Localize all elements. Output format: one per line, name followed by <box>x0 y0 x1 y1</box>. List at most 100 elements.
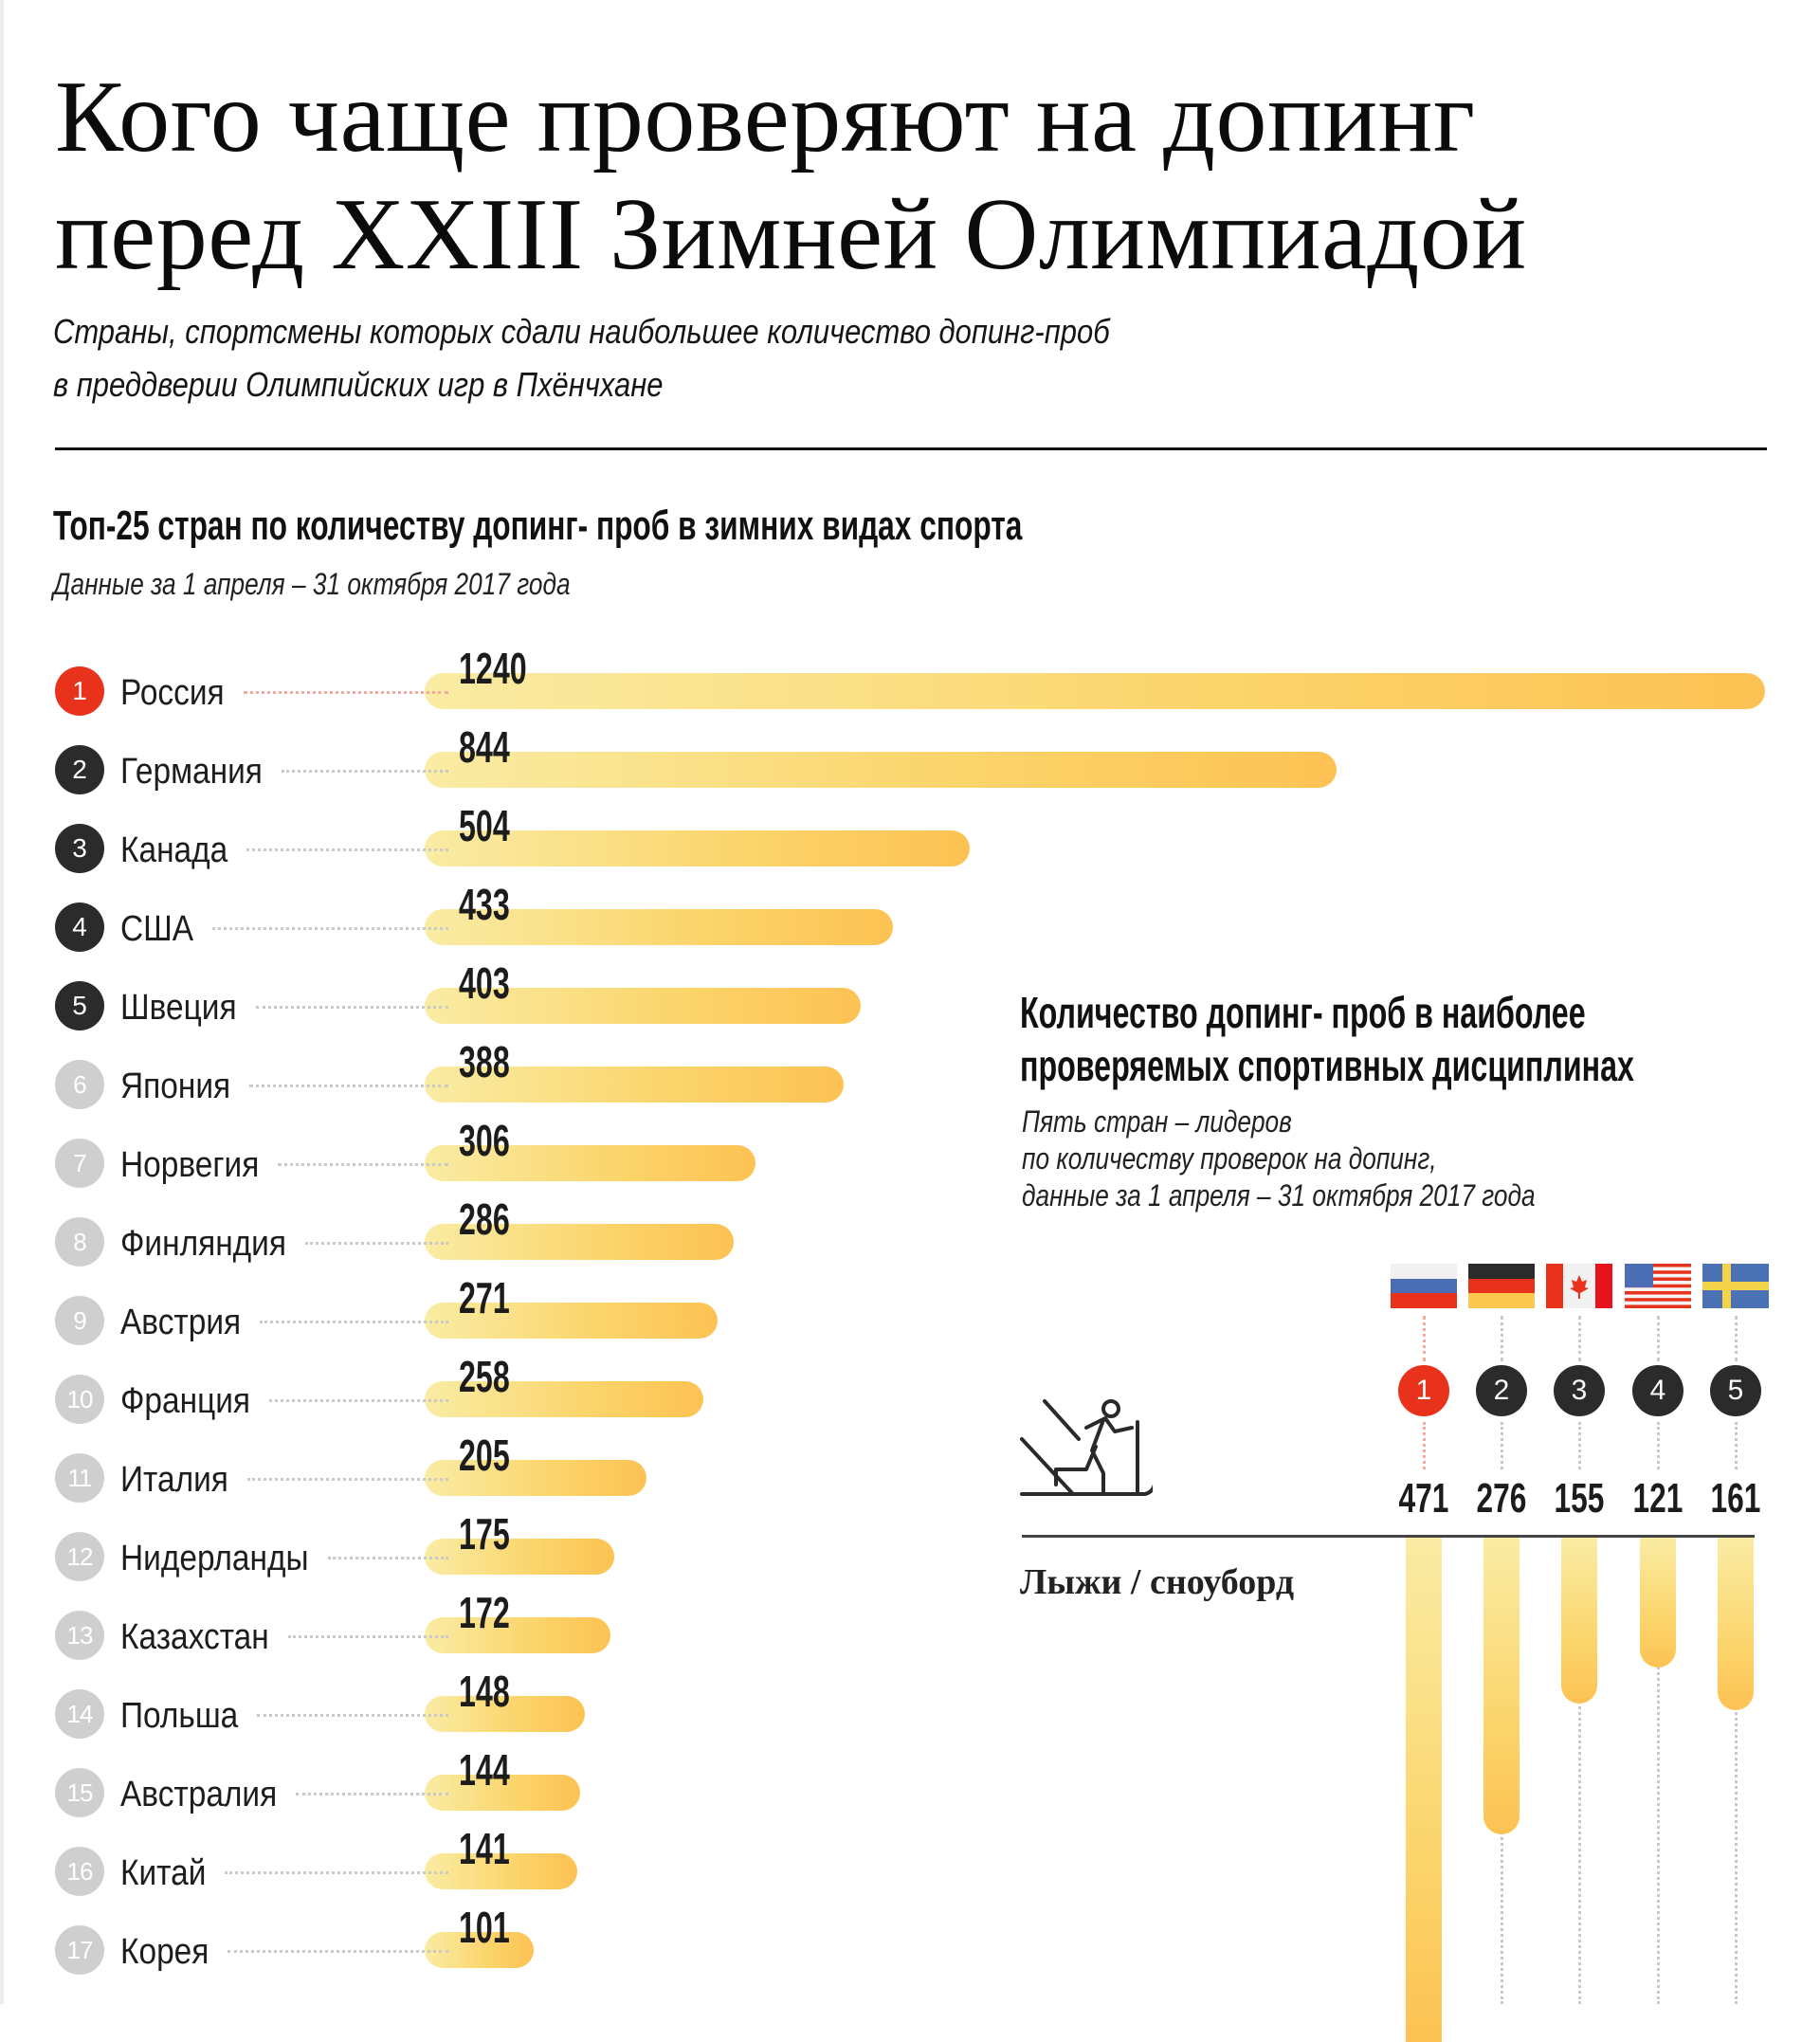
bar-value-label: 175 <box>459 1509 510 1559</box>
country-label: Германия <box>120 752 263 792</box>
dotted-connector <box>1657 1422 1660 1469</box>
rank-badge: 7 <box>55 1139 104 1188</box>
rank-badge: 9 <box>55 1296 104 1345</box>
rank-badge: 6 <box>55 1060 104 1109</box>
ranking-chart-title: Топ-25 стран по количеству допинг- проб … <box>53 502 1023 549</box>
bar-value-label: 144 <box>459 1745 510 1795</box>
dotted-leader <box>257 1714 448 1717</box>
bar-value-label: 433 <box>459 880 510 929</box>
bar-value-label: 258 <box>459 1352 510 1401</box>
bar-value-label: 205 <box>459 1431 510 1480</box>
country-label: Финляндия <box>120 1224 286 1264</box>
ranking-row: 11 Италия 205 <box>0 1431 1820 1506</box>
country-label: Казахстан <box>120 1617 269 1657</box>
discipline-label: Лыжи / сноуборд <box>1020 1562 1295 1602</box>
country-rank-badge: 5 <box>1710 1365 1761 1416</box>
country-label: Норвегия <box>120 1145 260 1185</box>
dotted-leader <box>278 1163 448 1166</box>
ranking-row: 12 Нидерланды 175 <box>0 1509 1820 1585</box>
dotted-connector <box>1657 1316 1660 1361</box>
ranking-row: 3 Канада 504 <box>0 801 1820 877</box>
ranking-row: 17 Корея 101 <box>0 1903 1820 1978</box>
canada-flag-icon <box>1546 1264 1612 1308</box>
discipline-bar <box>1561 1537 1597 1704</box>
sweden-flag-icon <box>1702 1264 1769 1308</box>
usa-flag-icon <box>1625 1264 1691 1308</box>
country-label: Корея <box>120 1932 209 1972</box>
ranking-bar <box>425 830 970 866</box>
ranking-row: 1 Россия 1240 <box>0 644 1820 720</box>
ranking-bar <box>425 1539 614 1575</box>
bar-value-label: 403 <box>459 958 510 1008</box>
discipline-chart-title-line-1: Количество допинг- проб в наиболее <box>1020 988 1586 1037</box>
ranking-bar <box>425 1696 585 1732</box>
dotted-guide <box>1657 1537 1660 2004</box>
dotted-connector <box>1501 1316 1503 1361</box>
page-subtitle-line-2: в преддверии Олимпийских игр в Пхёнчхане <box>53 365 664 404</box>
ranking-row: 14 Польша 148 <box>0 1667 1820 1742</box>
ranking-row: 8 Финляндия 286 <box>0 1194 1820 1270</box>
ranking-bar <box>425 1067 845 1103</box>
dotted-leader <box>296 1793 448 1796</box>
header-divider <box>55 447 1767 450</box>
ranking-bar <box>425 988 861 1024</box>
dotted-leader <box>282 770 448 773</box>
dotted-guide <box>1578 1537 1581 2004</box>
discipline-value-label: 161 <box>1710 1475 1761 1522</box>
discipline-bar <box>1718 1537 1754 1710</box>
ranking-bar <box>425 752 1338 788</box>
rank-badge: 4 <box>55 902 104 952</box>
dotted-leader <box>288 1635 448 1638</box>
country-label: Австралия <box>120 1775 278 1814</box>
country-label: Россия <box>120 673 225 713</box>
bar-value-label: 271 <box>459 1273 510 1322</box>
ranking-bar <box>425 909 893 945</box>
rank-badge: 8 <box>55 1217 104 1267</box>
discipline-chart-title-line-2: проверяемых спортивных дисциплинах <box>1020 1041 1634 1090</box>
bar-value-label: 172 <box>459 1588 510 1637</box>
rank-badge: 15 <box>55 1768 104 1817</box>
ranking-row: 15 Австралия 144 <box>0 1745 1820 1821</box>
discipline-chart-subtitle-line-1: Пять стран – лидеров <box>1022 1104 1292 1139</box>
germany-flag-icon <box>1468 1264 1535 1308</box>
dotted-connector <box>1735 1316 1738 1361</box>
dotted-leader <box>305 1242 448 1245</box>
country-label: Канада <box>120 830 228 870</box>
dotted-connector <box>1578 1422 1581 1469</box>
ranking-bar <box>425 1617 611 1653</box>
cross-country-skier-icon <box>1020 1399 1153 1496</box>
ranking-chart-subtitle: Данные за 1 апреля – 31 октября 2017 год… <box>53 567 571 601</box>
country-rank-badge: 4 <box>1632 1365 1684 1416</box>
discipline-value-label: 121 <box>1632 1475 1684 1522</box>
page-left-border <box>0 0 4 2004</box>
dotted-leader <box>247 1478 448 1481</box>
ranking-row: 6 Япония 388 <box>0 1037 1820 1113</box>
dotted-leader <box>260 1321 448 1323</box>
ranking-bar <box>425 1775 581 1811</box>
discipline-bar <box>1640 1537 1676 1668</box>
discipline-baseline <box>1022 1535 1755 1538</box>
page-title-line-1: Кого чаще проверяют на допинг <box>55 61 1476 173</box>
rank-badge: 11 <box>55 1453 104 1503</box>
rank-badge: 2 <box>55 745 104 794</box>
country-label: Китай <box>120 1853 207 1893</box>
discipline-chart-subtitle: Пять стран – лидеров по количеству прове… <box>1022 1103 1536 1214</box>
ranking-bar <box>425 1460 646 1496</box>
dotted-leader <box>269 1399 448 1402</box>
country-label: Франция <box>120 1381 251 1421</box>
page-title: Кого чаще проверяют на допинг перед XXII… <box>55 59 1780 294</box>
rank-badge: 3 <box>55 824 104 873</box>
ranking-row: 2 Германия 844 <box>0 722 1820 798</box>
country-label: Италия <box>120 1460 228 1500</box>
dotted-leader <box>328 1557 448 1559</box>
bar-value-label: 306 <box>459 1116 510 1165</box>
dotted-connector <box>1578 1316 1581 1361</box>
country-rank-badge: 3 <box>1554 1365 1605 1416</box>
discipline-chart-title: Количество допинг- проб в наиболее прове… <box>1020 986 1634 1092</box>
dotted-leader <box>256 1006 448 1009</box>
discipline-value-label: 471 <box>1398 1475 1449 1522</box>
ranking-row: 5 Швеция 403 <box>0 958 1820 1034</box>
discipline-value-label: 155 <box>1554 1475 1605 1522</box>
dotted-guide <box>1735 1537 1738 2004</box>
